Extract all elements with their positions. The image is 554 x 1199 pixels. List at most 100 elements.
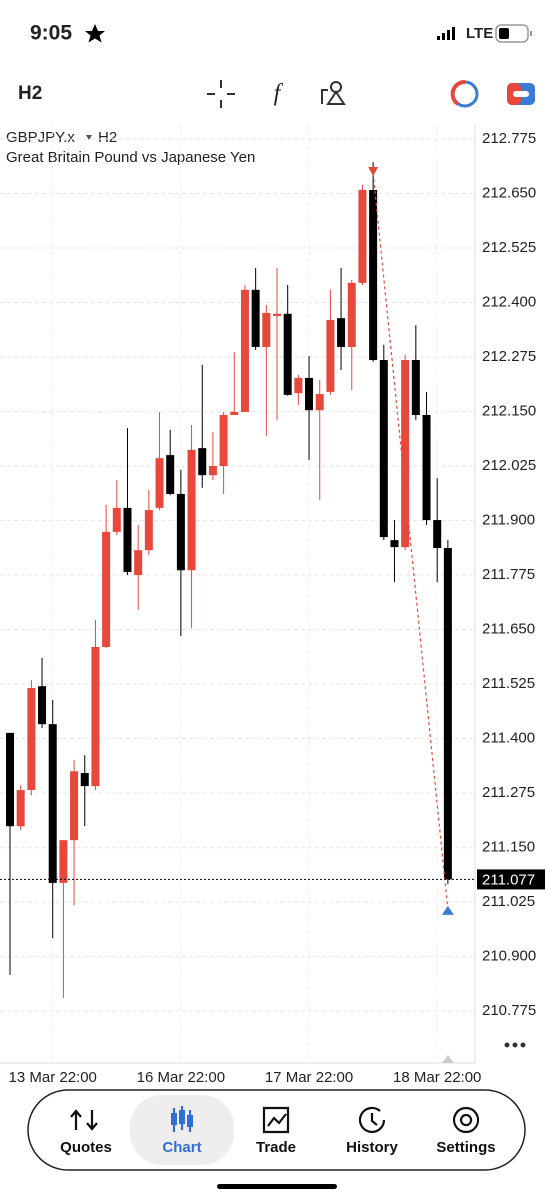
nav-icon-part [171, 1113, 177, 1125]
star-icon [85, 24, 105, 43]
candle-body [358, 189, 367, 283]
y-tick-label: 211.525 [482, 675, 535, 692]
candle-body [443, 547, 452, 880]
candle-body [326, 319, 335, 392]
candle-body [91, 646, 100, 787]
plot: 212.775 212.650 212.525 212.400 212.275 212.1… [0, 125, 545, 1086]
current-price-box [477, 869, 545, 890]
nav-icon [70, 1109, 98, 1131]
candle-body [273, 313, 281, 317]
signal-icon [437, 27, 455, 40]
candle-body [294, 377, 303, 394]
y-tick-label: 211.775 [482, 566, 535, 583]
candle-body [411, 360, 420, 415]
buy-arrow [441, 905, 454, 915]
candle-body [251, 289, 260, 347]
current-price-label: 211.077 [482, 871, 535, 888]
clock: 9:05 [30, 22, 72, 45]
candle-body [80, 773, 89, 787]
subtitle: Great Britain Pound vs Japanese Yen [6, 149, 255, 166]
y-tick-label: 211.400 [482, 730, 535, 747]
candle-body [433, 520, 442, 548]
timeframe-button[interactable]: H2 [18, 83, 42, 104]
candle-body [112, 507, 121, 532]
y-tick-label: 210.775 [482, 1002, 536, 1019]
candle-body [230, 411, 239, 415]
candle-body [401, 360, 410, 548]
candle-body [262, 312, 271, 347]
candle-body [134, 550, 143, 576]
nav-bar [27, 1089, 526, 1171]
y-tick-label: 210.900 [482, 948, 536, 965]
nav-icon [358, 1106, 386, 1133]
x-tick-label: 18 Mar 22:00 [393, 1069, 481, 1086]
candle-body [48, 724, 57, 883]
objects-tool[interactable] [321, 81, 346, 105]
nav-label: Trade [256, 1139, 296, 1156]
candle-body [390, 540, 399, 548]
candle-body [208, 466, 217, 476]
nav-item[interactable]: Trade [256, 1106, 296, 1156]
battery-icon [495, 24, 532, 43]
y-tick-label: 211.900 [482, 511, 535, 528]
crosshair-tool[interactable] [207, 80, 235, 108]
symbol: GBPJPY.x [6, 129, 75, 146]
candle-body [422, 414, 431, 521]
candle-body [70, 771, 79, 841]
candle-body [38, 686, 47, 725]
candle-body [369, 189, 378, 361]
y-tick-label: 211.025 [482, 893, 535, 910]
last-bar-marker [441, 1055, 454, 1063]
y-tick-label: 212.150 [482, 402, 536, 419]
y-tick-label: 212.025 [482, 457, 536, 474]
candle-body [123, 507, 132, 572]
indicators-tool[interactable]: f [274, 81, 284, 107]
y-tick-label: 212.525 [482, 239, 536, 256]
x-tick-label: 13 Mar 22:00 [9, 1069, 97, 1086]
nav-label: Quotes [60, 1139, 112, 1156]
nav-icon [262, 1106, 290, 1134]
candle-body [347, 282, 356, 347]
more-button[interactable] [504, 1042, 526, 1048]
sell-arrow [368, 166, 379, 176]
x-tick-label: 17 Mar 22:00 [265, 1069, 353, 1086]
y-tick-label: 212.650 [482, 184, 536, 201]
x-tick-label: 16 Mar 22:00 [137, 1069, 225, 1086]
candle-body [315, 394, 324, 411]
y-tick-label: 212.400 [482, 293, 536, 310]
nav-icon [452, 1106, 480, 1134]
candle-body [337, 318, 346, 347]
candle-body [144, 510, 153, 551]
candle-body [6, 732, 14, 827]
trade-signal-icon[interactable] [450, 79, 479, 108]
candle-body [176, 493, 185, 571]
candle-body [16, 790, 25, 827]
candle-body [187, 449, 196, 571]
y-tick-label: 212.775 [482, 130, 536, 147]
home-indicator [217, 1184, 337, 1189]
network: LTE [466, 25, 493, 42]
candle-body [219, 414, 228, 467]
candle-body [27, 687, 36, 791]
symbol-caret [86, 135, 92, 140]
y-tick-label: 211.275 [482, 784, 535, 801]
one-click-icon[interactable] [507, 83, 535, 105]
candle-body [305, 377, 314, 411]
nav-items: Quotes Chart Trade History Settings [60, 1095, 496, 1165]
nav-item[interactable]: Settings [436, 1106, 496, 1156]
nav-icon-part [187, 1115, 193, 1127]
y-tick-label: 211.650 [482, 621, 535, 638]
nav-item[interactable]: Quotes [60, 1109, 112, 1156]
y-tick-label: 212.275 [482, 348, 536, 365]
candle-body [59, 840, 68, 883]
nav-item[interactable]: Chart [162, 1106, 202, 1156]
chart-timeframe: H2 [98, 129, 117, 146]
candle-body [166, 455, 175, 494]
nav-item[interactable]: History [346, 1106, 398, 1156]
candle-body [155, 458, 164, 508]
nav-label: Settings [436, 1139, 495, 1156]
candle-body [102, 531, 111, 647]
y-tick-label: 211.150 [482, 839, 535, 856]
candle-body [240, 289, 249, 412]
